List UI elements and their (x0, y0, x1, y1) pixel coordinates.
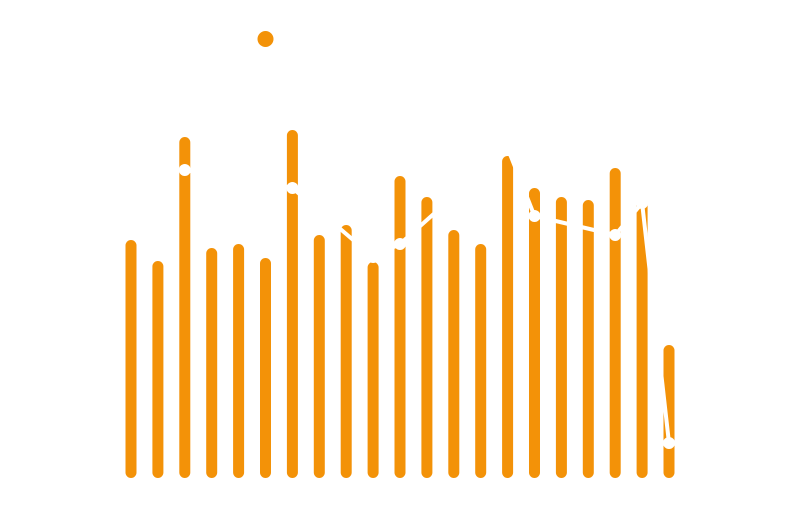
bar-15 (502, 156, 514, 478)
bar-2 (152, 261, 164, 478)
line-point-20 (636, 197, 649, 209)
bar-12 (421, 197, 433, 478)
line-point-11 (394, 238, 406, 250)
bar-9 (340, 225, 352, 478)
bar-17 (555, 197, 567, 478)
line-point-15 (501, 142, 514, 154)
bar-19 (609, 168, 621, 478)
bar-11 (394, 176, 406, 478)
bar-7 (286, 130, 298, 478)
bar-20 (636, 198, 648, 478)
bar-6 (260, 258, 271, 478)
bar-14 (475, 244, 487, 478)
bar-13 (448, 230, 460, 478)
bar-8 (313, 235, 325, 478)
bar-5 (233, 244, 245, 478)
outlier-point-6 (257, 31, 274, 47)
bar-series (125, 130, 675, 478)
line-point-21 (663, 437, 675, 449)
bar-1 (125, 240, 137, 478)
bar-4 (206, 248, 218, 478)
line-point-19 (609, 229, 622, 241)
bar-16 (529, 188, 540, 478)
bar-10 (367, 262, 379, 478)
bar-3 (179, 137, 191, 478)
line-point-7 (286, 182, 299, 194)
bar-18 (582, 200, 594, 478)
line-point-3 (178, 164, 191, 176)
outlier-points (257, 31, 274, 47)
line-point-10 (367, 251, 380, 263)
overlay-points (178, 142, 675, 449)
line-point-16 (528, 210, 541, 222)
